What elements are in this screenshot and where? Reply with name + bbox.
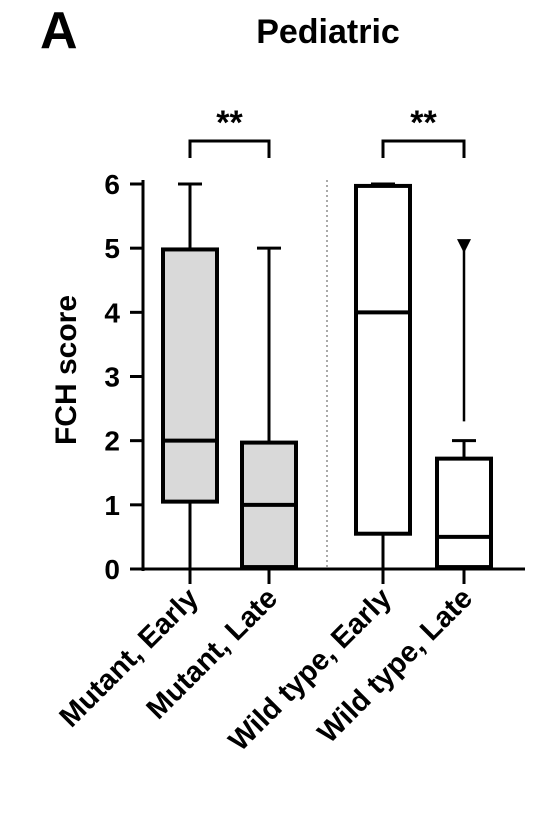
outlier-marker	[457, 239, 471, 254]
y-tick-label: 4	[104, 297, 120, 328]
y-tick-label: 0	[104, 554, 120, 585]
x-tick-label: Mutant, Early	[54, 582, 205, 733]
y-tick-label: 3	[104, 362, 120, 393]
chart-title: Pediatric	[256, 13, 400, 51]
panel-letter: A	[40, 2, 78, 60]
y-tick-label: 6	[104, 169, 120, 200]
box-iqr	[161, 247, 219, 504]
y-tick-label: 2	[104, 426, 120, 457]
y-tick-label: 1	[104, 490, 120, 521]
box-iqr	[354, 183, 412, 536]
significance-bracket	[188, 139, 271, 158]
significance-label: **	[216, 104, 243, 142]
significance-bracket	[381, 139, 466, 158]
significance-label: **	[410, 104, 437, 142]
y-tick-label: 5	[104, 233, 120, 264]
y-axis-label: FCH score	[50, 295, 83, 445]
box-iqr	[435, 456, 493, 570]
